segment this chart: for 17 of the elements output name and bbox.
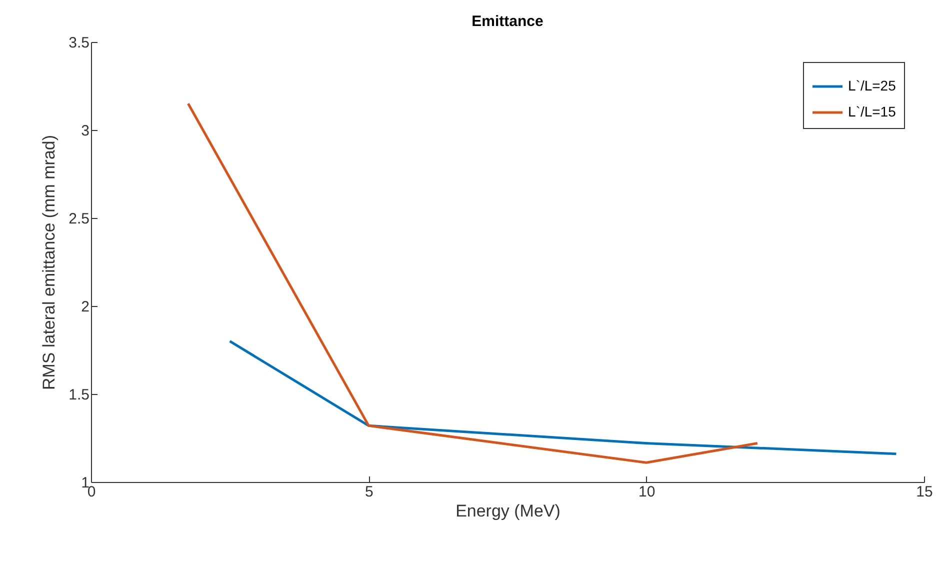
y-tick-label: 1.5 [68, 386, 90, 404]
y-tick-label: 3.5 [68, 34, 90, 52]
legend-label: L`/L=15 [848, 104, 896, 120]
x-tick-label: 5 [364, 484, 374, 500]
y-tick-label: 3 [81, 122, 90, 140]
x-tick-label: 15 [916, 484, 933, 500]
x-axis-title: Energy (MeV) [456, 502, 560, 520]
y-tick-label: 2 [81, 298, 90, 316]
y-tick-label: 1 [81, 474, 90, 492]
line-series [186, 102, 759, 464]
y-axis-title: RMS lateral emittance (mm mrad) [40, 134, 59, 390]
y-tick-label: 2.5 [68, 210, 90, 228]
chart-title: Emittance [472, 13, 544, 30]
legend-label: L`/L=25 [848, 78, 896, 94]
line-series [228, 340, 898, 456]
x-tick-label: 10 [638, 484, 656, 500]
x-tick-label: 0 [87, 484, 96, 500]
